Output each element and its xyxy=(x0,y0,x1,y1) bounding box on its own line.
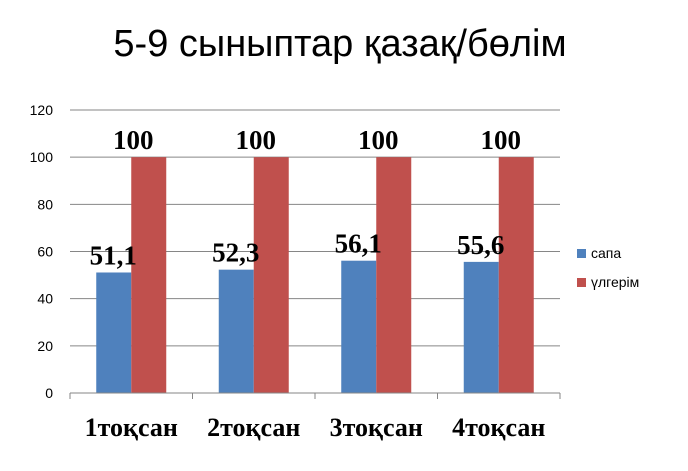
chart-title: 5-9 сыныптар қазақ/бөлім xyxy=(113,23,566,65)
legend-label: үлгерім xyxy=(591,274,639,290)
data-label: 52,3 xyxy=(212,238,259,268)
data-label: 51,1 xyxy=(90,240,137,270)
y-tick-label: 80 xyxy=(37,196,53,212)
y-axis-ticks: 0 20 40 60 80 100 120 xyxy=(30,102,54,401)
bar-ulgerim xyxy=(498,157,534,393)
bar-ulgerim xyxy=(253,157,289,393)
y-tick-label: 20 xyxy=(37,338,53,354)
bar-sapa xyxy=(341,260,377,393)
bar-sapa xyxy=(218,269,254,393)
legend-swatch xyxy=(577,278,586,287)
data-label: 100 xyxy=(236,125,277,155)
bar-ulgerim xyxy=(376,157,412,393)
data-label: 100 xyxy=(113,125,154,155)
y-tick-label: 60 xyxy=(37,244,53,260)
data-labels: 51,1 100 52,3 100 56,1 100 55,6 100 xyxy=(90,125,521,270)
legend-swatch xyxy=(577,249,586,258)
bar-sapa xyxy=(96,272,132,393)
y-tick-label: 100 xyxy=(30,149,54,165)
x-axis-ticks: 1тоқсан 2тоқсан 3тоқсан 4тоқсан xyxy=(69,393,561,442)
x-tick-label: 2тоқсан xyxy=(207,413,300,442)
bars xyxy=(96,157,534,393)
bar-ulgerim xyxy=(131,157,167,393)
x-tick-label: 4тоқсан xyxy=(452,413,545,442)
data-label: 100 xyxy=(358,125,399,155)
y-tick-label: 40 xyxy=(37,291,53,307)
data-label: 56,1 xyxy=(335,229,382,259)
x-tick-label: 1тоқсан xyxy=(85,413,178,442)
y-tick-label: 0 xyxy=(45,385,53,401)
legend: сапа үлгерім xyxy=(577,245,639,290)
y-tick-label: 120 xyxy=(30,102,54,118)
data-label: 100 xyxy=(481,125,522,155)
legend-label: сапа xyxy=(591,245,621,261)
x-tick-label: 3тоқсан xyxy=(330,413,423,442)
bar-sapa xyxy=(463,261,499,393)
data-label: 55,6 xyxy=(457,230,504,260)
